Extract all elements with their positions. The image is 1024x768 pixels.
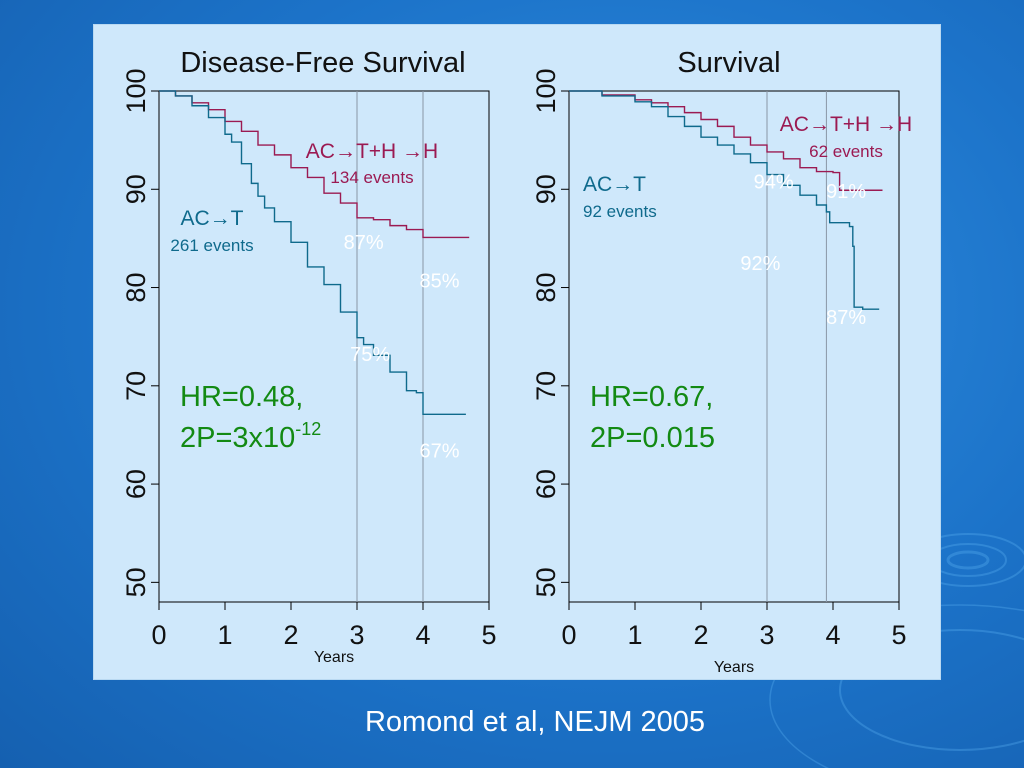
y-tick-label: 80 [121,273,151,303]
percent-annotation: 67% [419,441,459,463]
y-tick-label: 70 [121,371,151,401]
series-events-label: 62 events [809,142,883,161]
percent-annotation: 87% [344,232,384,254]
plot-frame [568,90,900,603]
chart-dfs: Disease-Free Survival 0 1 2 3 4 5 Years 50 60 70 80… [121,47,497,666]
y-tick-label: 90 [531,174,561,204]
x-tick-label: 5 [891,620,906,650]
x-axis-label: Years [714,659,754,676]
percent-annotation: 94% [754,171,794,193]
percent-annotation: 91% [826,181,866,203]
y-tick-label: 50 [531,567,561,597]
series-line-ac-t-h [569,90,883,191]
series-line-ac-t [569,90,880,310]
series-label: AC→T+H →H [780,113,912,136]
series-label: AC→T [181,207,244,230]
percent-annotation: 87% [826,307,866,329]
x-tick-label: 4 [825,620,840,650]
chart-title: Survival [677,47,780,79]
percent-annotation: 92% [740,253,780,275]
y-tick-label: 100 [531,68,561,113]
y-tick-label: 50 [121,567,151,597]
x-tick-label: 4 [415,620,430,650]
hazard-ratio-text: HR=0.48, [180,381,303,413]
x-tick-label: 3 [759,620,774,650]
series-events-label: 261 events [170,236,253,255]
y-tick-label: 100 [121,68,151,113]
series-line-ac-t [159,90,466,416]
series-events-label: 134 events [330,168,413,187]
x-tick-label: 0 [561,620,576,650]
x-tick-label: 1 [627,620,642,650]
x-tick-label: 2 [283,620,298,650]
y-tick-label: 70 [531,371,561,401]
x-tick-label: 1 [217,620,232,650]
p-value-text: 2P=3x10-12 [180,419,321,454]
plot-frame [158,90,490,603]
citation-footer: Romond et al, NEJM 2005 [364,706,706,738]
y-tick-label: 80 [531,273,561,303]
series-label: AC→T+H →H [306,140,438,163]
x-tick-label: 3 [349,620,364,650]
chart-os: Survival 0 1 2 3 4 5 Years 50 60 70 80 90 100 AC→T+H →… [531,47,912,676]
series-events-label: 92 events [583,202,657,221]
y-tick-label: 60 [121,469,151,499]
chart-title: Disease-Free Survival [180,47,465,79]
y-tick-label: 90 [121,174,151,204]
percent-annotation: 85% [419,271,459,293]
x-axis-label: Years [314,649,354,666]
series-label: AC→T [583,173,646,196]
p-value-exponent: -12 [295,419,321,439]
x-tick-label: 5 [481,620,496,650]
hazard-ratio-text: HR=0.67, [590,381,713,413]
x-tick-label: 0 [151,620,166,650]
chart-panel [94,25,940,679]
x-tick-label: 2 [693,620,708,650]
y-tick-label: 60 [531,469,561,499]
p-value-text: 2P=0.015 [590,422,715,454]
percent-annotation: 75% [350,344,390,366]
